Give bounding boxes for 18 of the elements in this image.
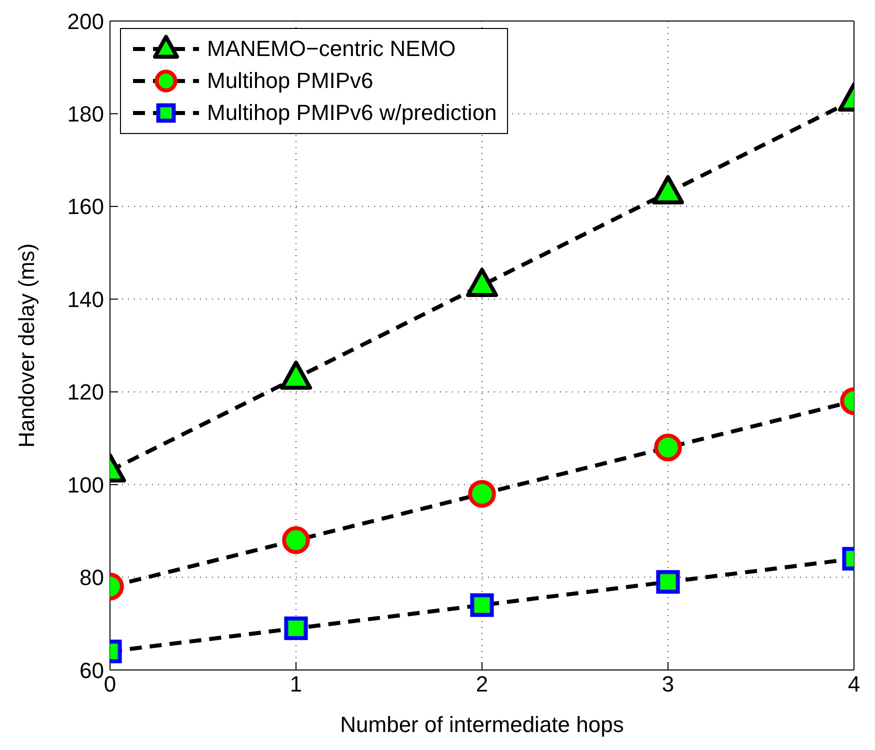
x-tick-label: 2 (476, 672, 488, 697)
y-tick-label: 80 (80, 565, 104, 590)
y-tick-label: 120 (67, 380, 104, 405)
y-tick-label: 200 (67, 8, 104, 34)
x-tick-label: 3 (662, 672, 674, 697)
x-tick-label: 1 (290, 672, 302, 697)
legend-label: MANEMO−centric NEMO (207, 36, 456, 62)
y-tick-label: 180 (67, 102, 104, 127)
legend-label: Multihop PMIPv6 (207, 68, 374, 94)
y-tick-label: 140 (67, 286, 104, 312)
y-tick-label: 60 (80, 658, 104, 683)
legend-label: Multihop PMIPv6 w/prediction (207, 100, 497, 126)
y-tick-label: 100 (67, 472, 104, 498)
x-tick-label: 0 (104, 672, 116, 697)
y-tick-label: 160 (67, 194, 104, 220)
x-axis-title: Number of intermediate hops (340, 712, 624, 737)
x-tick-label: 4 (848, 672, 860, 697)
y-axis-title: Handover delay (ms) (14, 243, 39, 448)
